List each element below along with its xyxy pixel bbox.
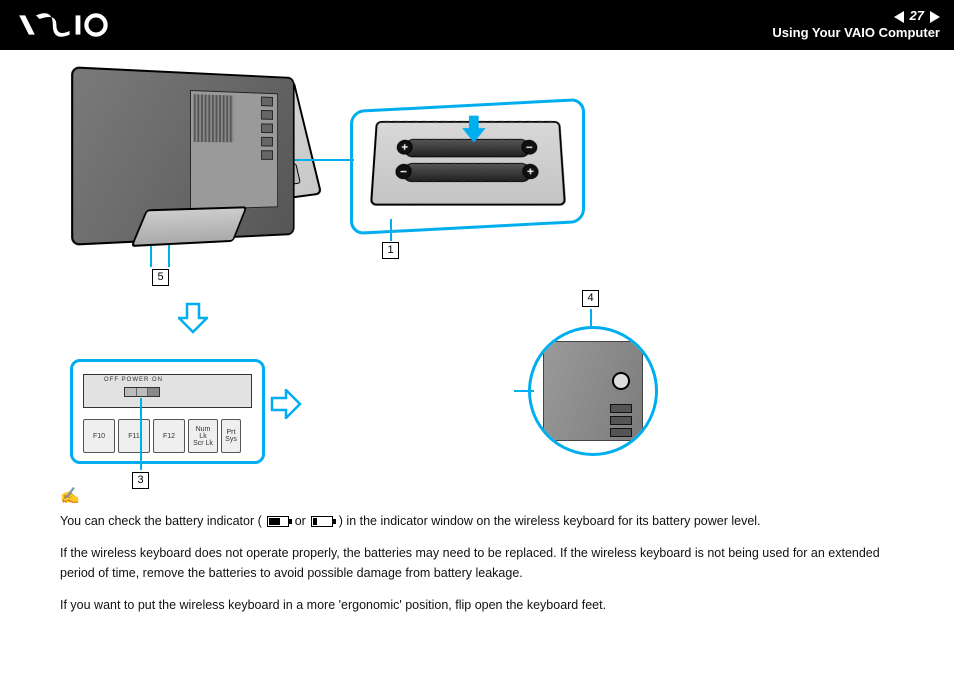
connect-button-illustration bbox=[528, 326, 658, 456]
leader-line bbox=[590, 309, 592, 329]
note-text: ) in the indicator window on the wireles… bbox=[339, 514, 761, 528]
prev-page-arrow[interactable] bbox=[894, 11, 904, 23]
key-prt: Prt Sys bbox=[221, 419, 241, 453]
key-f10: F10 bbox=[83, 419, 115, 453]
battery-compartment-illustration: +− −+ bbox=[350, 98, 585, 235]
next-page-arrow[interactable] bbox=[930, 11, 940, 23]
page-number: 27 bbox=[910, 8, 924, 25]
key-f11: F11 bbox=[118, 419, 150, 453]
note-text: You can check the battery indicator ( bbox=[60, 514, 262, 528]
power-switch-illustration: OFF POWER ON F10 F11 F12 Num Lk Scr Lk P… bbox=[70, 359, 265, 464]
vaio-logo bbox=[18, 13, 138, 37]
note-paragraph-3: If you want to put the wireless keyboard… bbox=[60, 596, 894, 615]
key-numlk: Num Lk Scr Lk bbox=[188, 419, 218, 453]
notes-block: ✍ You can check the battery indicator ( … bbox=[60, 485, 894, 615]
connect-button-icon bbox=[612, 372, 630, 390]
power-labels: OFF POWER ON bbox=[104, 377, 163, 383]
callout-4: 4 bbox=[582, 290, 599, 307]
insert-arrow-icon bbox=[457, 116, 491, 147]
page-header: 27 Using Your VAIO Computer bbox=[0, 0, 954, 50]
diagram-area: 2 5 +− −+ 1 O bbox=[70, 64, 830, 469]
page-navigation: 27 bbox=[772, 8, 940, 25]
note-paragraph-2: If the wireless keyboard does not operat… bbox=[60, 544, 894, 583]
key-f12: F12 bbox=[153, 419, 185, 453]
leader-line bbox=[514, 390, 534, 392]
battery-full-icon bbox=[267, 516, 289, 527]
leader-line bbox=[390, 219, 392, 241]
leader-line bbox=[140, 398, 142, 470]
page-content: 2 5 +− −+ 1 O bbox=[0, 50, 954, 615]
section-title: Using Your VAIO Computer bbox=[772, 25, 940, 42]
callout-5: 5 bbox=[152, 269, 169, 286]
callout-3: 3 bbox=[132, 472, 149, 489]
down-arrow-icon bbox=[178, 302, 208, 334]
battery-low-icon bbox=[311, 516, 333, 527]
header-right: 27 Using Your VAIO Computer bbox=[772, 8, 940, 42]
note-icon: ✍ bbox=[60, 485, 894, 510]
right-arrow-icon bbox=[270, 389, 302, 419]
power-switch-icon bbox=[124, 387, 160, 397]
note-text: or bbox=[295, 514, 310, 528]
callout-1: 1 bbox=[382, 242, 399, 259]
note-paragraph-1: You can check the battery indicator ( or… bbox=[60, 512, 894, 531]
